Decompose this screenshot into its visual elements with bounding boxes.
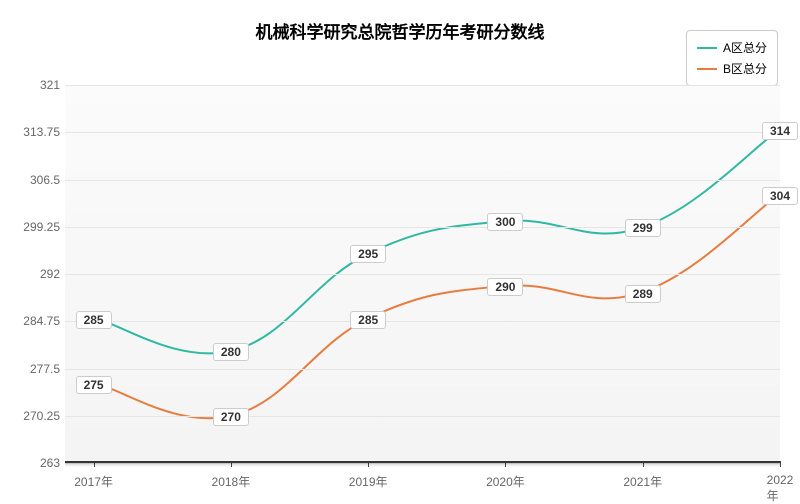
x-axis-label: 2022年: [767, 473, 794, 504]
x-tick: [643, 461, 644, 467]
legend-swatch-b: [697, 68, 717, 70]
gridline: [65, 274, 780, 275]
legend-label-b: B区总分: [723, 60, 767, 77]
gridline: [65, 321, 780, 322]
data-label: 290: [487, 278, 523, 296]
data-label: 280: [213, 343, 249, 361]
chart-container: 机械科学研究总院哲学历年考研分数线 A区总分 B区总分 285 280 295 300…: [0, 0, 800, 500]
data-label: 275: [76, 376, 112, 394]
gridline: [65, 180, 780, 181]
data-label: 295: [350, 245, 386, 263]
chart-svg: [65, 85, 780, 461]
x-axis-label: 2017年: [74, 473, 113, 490]
legend: A区总分 B区总分: [686, 30, 778, 86]
data-label: 289: [625, 285, 661, 303]
legend-item-a: A区总分: [697, 37, 767, 58]
y-axis-label: 277.5: [10, 362, 60, 376]
x-tick: [94, 461, 95, 467]
x-tick: [780, 461, 781, 467]
legend-swatch-a: [697, 47, 717, 49]
data-label: 285: [350, 311, 386, 329]
gridline: [65, 85, 780, 86]
x-tick: [231, 461, 232, 467]
data-label: 270: [213, 408, 249, 426]
series-line: [95, 130, 778, 353]
plot-area: 285280295300299314275270285290289304: [65, 85, 780, 463]
x-tick: [368, 461, 369, 467]
y-axis-label: 306.5: [10, 173, 60, 187]
gridline: [65, 369, 780, 370]
data-label: 304: [762, 187, 798, 205]
chart-title: 机械科学研究总院哲学历年考研分数线: [256, 18, 545, 43]
data-label: 300: [487, 213, 523, 231]
x-axis-label: 2019年: [349, 473, 388, 490]
x-axis-label: 2021年: [623, 473, 662, 490]
data-label: 299: [625, 219, 661, 237]
gridline: [65, 416, 780, 417]
gridline: [65, 463, 780, 464]
data-label: 285: [76, 311, 112, 329]
x-axis-label: 2018年: [212, 473, 251, 490]
x-axis-label: 2020年: [486, 473, 525, 490]
y-axis-label: 321: [10, 78, 60, 92]
gridline: [65, 132, 780, 133]
y-axis-label: 292: [10, 267, 60, 281]
gridline: [65, 227, 780, 228]
y-axis-label: 263: [10, 456, 60, 470]
y-axis-label: 299.25: [10, 220, 60, 234]
y-axis-label: 313.75: [10, 125, 60, 139]
legend-label-a: A区总分: [723, 39, 767, 56]
legend-item-b: B区总分: [697, 58, 767, 79]
x-tick: [505, 461, 506, 467]
y-axis-label: 270.25: [10, 409, 60, 423]
y-axis-label: 284.75: [10, 314, 60, 328]
data-label: 314: [762, 122, 798, 140]
